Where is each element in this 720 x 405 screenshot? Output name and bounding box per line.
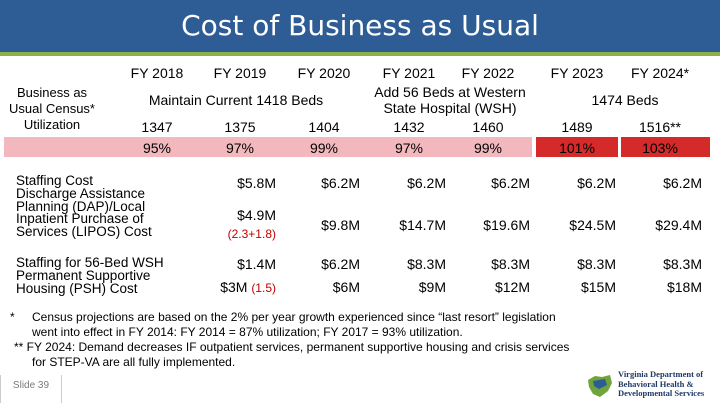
staffing-cost-value: $6.2M [407,175,446,191]
footnote-star-symbol: * [10,310,15,324]
utilization-over-band [536,137,618,157]
psh-cost-value: $9M [418,279,446,295]
psh-cost-value: $3M (1.5) [200,279,276,295]
footnote-double-star-line2: for STEP-VA are all fully implemented. [32,355,236,369]
utilization-value: 95% [142,140,172,156]
utilization-value: 97% [394,140,424,156]
dbhds-logo-icon [585,371,615,401]
lipos-cost-breakdown: (2.3+1.8) [227,227,276,241]
utilization-band [4,137,532,157]
psh-cost-value: $15M [580,279,616,295]
staffing-cost-label: Staffing Cost [16,173,94,188]
census-value: 1347 [141,119,173,135]
year-header: FY 2021 [382,65,436,81]
census-value: 1375 [224,119,256,135]
psh-cost-value: $6M [332,279,360,295]
utilization-value: 99% [473,140,503,156]
wsh-staffing-value: $6.2M [321,256,360,272]
census-value: 1432 [393,119,425,135]
wsh-staffing-value: $8.3M [663,256,702,272]
census-value: 1404 [308,119,340,135]
footnote-star-line1: Census projections are based on the 2% p… [32,310,556,324]
census-value: 1516** [638,119,682,135]
utilization-value: 101% [559,140,595,156]
logo-line: Virginia Department of [618,369,704,379]
lipos-cost-value: $29.4M [655,217,702,233]
year-header: FY 2023 [550,65,604,81]
year-header: FY 2020 [297,65,351,81]
utilization-over-band [621,137,710,157]
utilization-value: 103% [642,140,678,156]
census-value: 1460 [472,119,504,135]
capacity-current: Maintain Current 1418 Beds [148,92,324,108]
wsh-staffing-label: Staffing for 56-Bed WSH [16,255,164,270]
staffing-cost-value: $6.2M [491,175,530,191]
lipos-cost-value: $24.5M [569,217,616,233]
lipos-cost-label: Discharge Assistance Planning (DAP)/Loca… [16,186,152,239]
footnote-star-line2: went into effect in FY 2014: FY 2014 = 8… [32,325,463,339]
footnote-double-star-line1: ** FY 2024: Demand decreases IF outpatie… [14,340,570,354]
wsh-staffing-value: $8.3M [491,256,530,272]
wsh-staffing-value: $1.4M [237,256,276,272]
title-bar [0,0,720,56]
logo-text: Virginia Department of Behavioral Health… [618,369,718,399]
census-row-label: Business as Usual Census* Utilization [9,85,95,132]
utilization-value: 97% [225,140,255,156]
year-header: FY 2019 [213,65,267,81]
census-value: 1489 [561,119,593,135]
logo-line: Developmental Services [618,388,705,398]
psh-cost-breakdown: (1.5) [251,281,276,295]
psh-cost-label: Permanent Supportive Housing (PSH) Cost [16,268,151,296]
utilization-value: 99% [309,140,339,156]
year-header: FY 2022 [461,65,515,81]
psh-cost-value: $12M [494,279,530,295]
wsh-staffing-value: $8.3M [407,256,446,272]
lipos-cost-value: $19.6M [483,217,530,233]
staffing-cost-value: $6.2M [663,175,702,191]
staffing-cost-value: $6.2M [321,175,360,191]
staffing-cost-value: $6.2M [577,175,616,191]
capacity-total: 1474 Beds [591,92,659,108]
lipos-cost-value: $14.7M [399,217,446,233]
year-header: FY 2024* [630,65,690,81]
logo-line: Behavioral Health & [618,378,694,389]
lipos-cost-value: $9.8M [321,217,360,233]
page-title: Cost of Business as Usual [181,9,539,42]
psh-cost-value: $18M [666,279,702,295]
staffing-cost-value: $5.8M [237,175,276,191]
wsh-staffing-value: $8.3M [577,256,616,272]
psh-cost-first: $3M [220,279,248,295]
capacity-add-wsh: Add 56 Beds at Western State Hospital (W… [374,84,526,116]
year-header: FY 2018 [130,65,184,81]
slide-number: Slide 39 [0,375,62,403]
lipos-cost-value: $4.9M [237,207,276,223]
